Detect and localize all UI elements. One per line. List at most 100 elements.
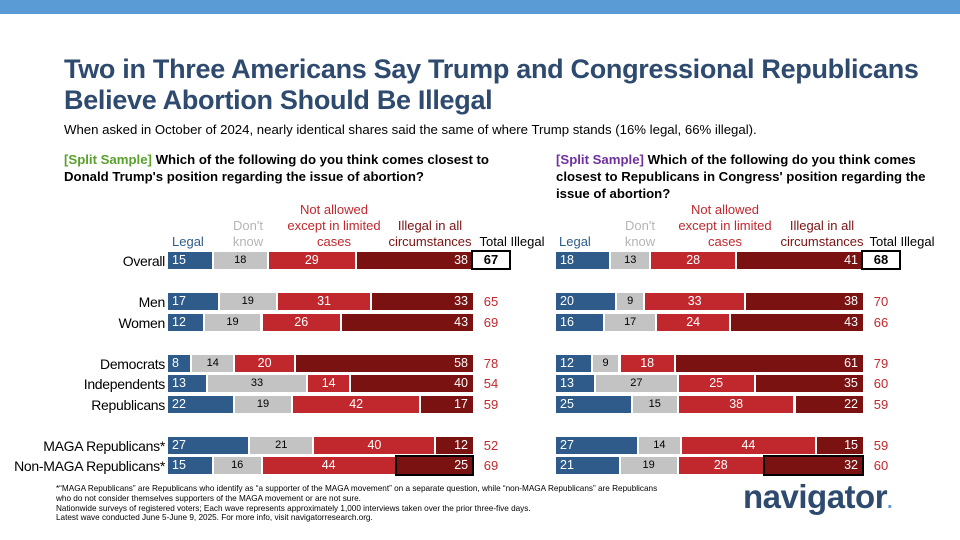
bar-illegal-all: 58 (296, 355, 473, 372)
bar-illegal-all: 40 (351, 375, 473, 392)
bar-dont-know: 13 (611, 252, 650, 269)
bar-not-allowed: 31 (277, 293, 371, 310)
header-not-allowed: Not allowed except in limited cases (678, 202, 772, 249)
bar-dont-know: 14 (638, 437, 680, 454)
header-total-illegal: Total Illegal (869, 234, 935, 249)
bar-legal: 22 (168, 396, 234, 413)
bar-dont-know: 9 (592, 355, 619, 372)
total-illegal-value: 68 (861, 250, 901, 270)
bar-not-allowed: 25 (678, 375, 754, 392)
total-illegal-value: 65 (483, 294, 499, 309)
bar-dont-know: 19 (235, 396, 291, 413)
bar-not-allowed: 44 (262, 457, 395, 474)
bar-dont-know: 15 (632, 396, 677, 413)
question-text: Which of the following do you think come… (64, 152, 489, 184)
bar-illegal-all: 35 (755, 375, 863, 392)
total-illegal-value: 59 (873, 438, 889, 453)
bar-not-allowed: 26 (262, 314, 340, 331)
bar-dont-know: 16 (213, 457, 261, 474)
bar-legal: 20 (556, 293, 616, 310)
row-label-overall: Overall (122, 253, 166, 269)
row-label-women: Women (118, 315, 166, 331)
bar-not-allowed: 38 (678, 396, 794, 413)
bar-dont-know: 9 (617, 293, 643, 310)
bar-dont-know: 18 (213, 252, 267, 269)
bar-dont-know: 33 (207, 375, 307, 392)
bar-illegal-all: 15 (817, 437, 863, 454)
bar-illegal-all: 33 (372, 293, 473, 310)
header-not-allowed: Not allowed except in limited cases (287, 202, 381, 249)
bar-not-allowed: 28 (651, 252, 736, 269)
bar-legal: 15 (168, 457, 212, 474)
bar-illegal-all: 43 (341, 314, 474, 331)
bar-illegal-all: 12 (436, 437, 473, 454)
total-illegal-value: 54 (483, 376, 499, 391)
bar-dont-know: 19 (620, 457, 677, 474)
total-illegal-value: 66 (873, 315, 889, 330)
row-label-republicans: Republicans (91, 397, 165, 413)
bar-legal: 13 (556, 375, 594, 392)
total-illegal-value: 52 (483, 438, 499, 453)
row-label-independents: Independents (83, 376, 166, 392)
bar-legal: 27 (168, 437, 249, 454)
total-illegal-value: 60 (873, 458, 889, 473)
bar-not-allowed: 18 (620, 355, 674, 372)
bar-illegal-all: 41 (737, 252, 863, 269)
header-dont-know: Don't know (232, 218, 264, 249)
header-total-illegal: Total Illegal (479, 234, 545, 249)
bar-not-allowed: 14 (308, 375, 349, 392)
row-label-democrats: Democrats (100, 356, 165, 372)
bar-illegal-all: 22 (795, 396, 863, 413)
header-illegal-all: Illegal in all circumstances (780, 218, 864, 249)
bar-legal: 12 (168, 314, 203, 331)
bar-not-allowed: 33 (645, 293, 745, 310)
bar-legal: 16 (556, 314, 604, 331)
bar-not-allowed: 40 (314, 437, 435, 454)
question-trump: [Split Sample] Which of the following do… (64, 151, 534, 185)
bar-dont-know: 19 (204, 314, 261, 331)
total-illegal-value: 59 (873, 397, 889, 412)
page-subtitle: When asked in October of 2024, nearly id… (64, 122, 757, 137)
row-label-non-maga-republicans: Non-MAGA Republicans* (14, 458, 165, 474)
header-legal: Legal (559, 234, 591, 249)
bar-legal: 18 (556, 252, 610, 269)
bar-illegal-all: 43 (731, 314, 863, 331)
navigator-logo: navigator. (743, 478, 893, 516)
bar-not-allowed: 42 (293, 396, 420, 413)
bar-illegal-all: 61 (675, 355, 863, 372)
bar-dont-know: 17 (605, 314, 656, 331)
bar-illegal-all: 32 (764, 457, 863, 474)
bar-not-allowed: 29 (268, 252, 355, 269)
bar-dont-know: 21 (250, 437, 313, 454)
total-illegal-value: 69 (483, 458, 499, 473)
logo-text: navigator (743, 478, 888, 515)
bar-illegal-all: 38 (746, 293, 863, 310)
bar-not-allowed: 28 (678, 457, 763, 474)
bar-dont-know: 14 (192, 355, 234, 372)
bar-dont-know: 27 (595, 375, 677, 392)
bar-legal: 13 (168, 375, 206, 392)
footnote-line: Nationwide surveys of registered voters;… (56, 503, 531, 513)
split-sample-tag: [Split Sample] (556, 152, 644, 167)
footnote-line: *“MAGA Republicans” are Republicans who … (56, 484, 658, 503)
total-illegal-value: 60 (873, 376, 889, 391)
bar-illegal-all: 17 (421, 396, 473, 413)
bar-illegal-all: 25 (396, 457, 474, 474)
total-illegal-value: 79 (873, 356, 889, 371)
total-illegal-value: 67 (471, 250, 511, 270)
bar-illegal-all: 38 (357, 252, 473, 269)
bar-legal: 8 (168, 355, 191, 372)
footnote-line: Latest wave conducted June 5-June 9, 202… (56, 513, 373, 523)
split-sample-tag: [Split Sample] (64, 152, 152, 167)
page-title: Two in Three Americans Say Trump and Con… (64, 54, 919, 115)
bar-not-allowed: 20 (235, 355, 295, 372)
bar-legal: 27 (556, 437, 637, 454)
row-label-maga-republicans: MAGA Republicans* (43, 438, 165, 454)
bar-not-allowed: 44 (681, 437, 815, 454)
total-illegal-value: 59 (483, 397, 499, 412)
top-accent-bar (0, 0, 960, 14)
bar-legal: 15 (168, 252, 212, 269)
bar-legal: 25 (556, 396, 631, 413)
header-legal: Legal (172, 234, 204, 249)
footnote: *“MAGA Republicans” are Republicans who … (56, 484, 666, 523)
